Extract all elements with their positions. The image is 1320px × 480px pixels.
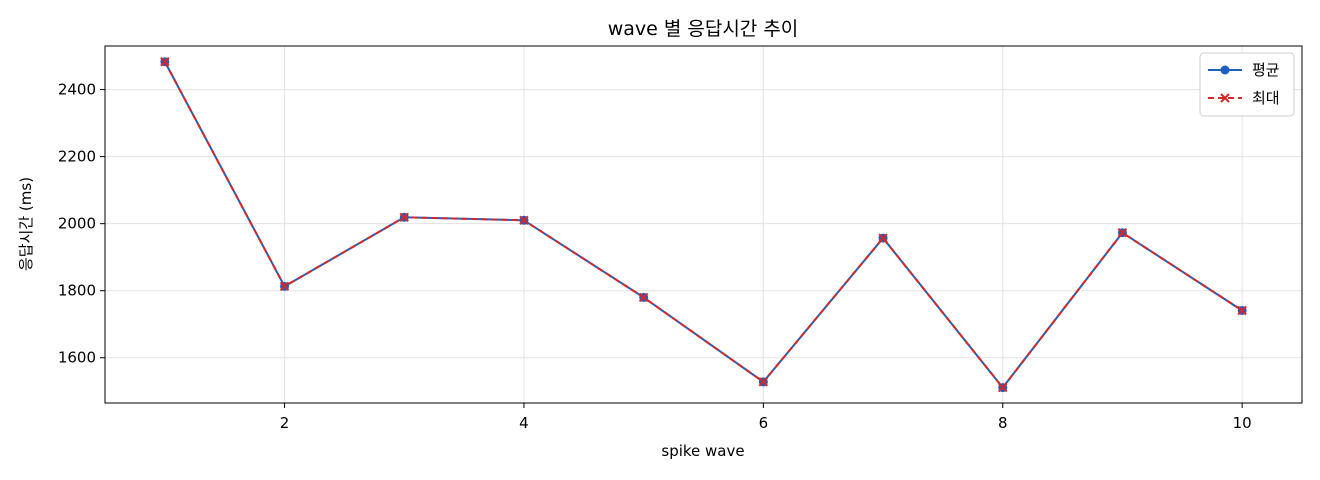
x-tick-label: 8 — [998, 414, 1008, 432]
y-axis: 1600 1800 2000 2200 2400 — [58, 81, 105, 367]
data-point — [1117, 228, 1128, 238]
legend-box — [1199, 52, 1295, 117]
data-point — [399, 212, 409, 223]
x-tick-label: 6 — [759, 414, 769, 432]
data-point — [998, 382, 1008, 393]
data-point — [279, 281, 290, 292]
data-point — [878, 233, 888, 243]
data-point — [1237, 305, 1247, 316]
x-tick-label: 10 — [1233, 414, 1252, 432]
series-line — [163, 61, 1243, 390]
legend-marker — [1220, 93, 1230, 103]
data-point — [160, 57, 170, 67]
x-tick-label: 2 — [280, 414, 290, 432]
grid-lines — [105, 46, 1302, 403]
legend-item: 평균 — [1208, 61, 1280, 79]
x-tick-label: 4 — [519, 414, 529, 432]
y-tick-label: 1600 — [58, 349, 96, 367]
legend-label: 평균 — [1252, 61, 1280, 79]
data-point — [519, 215, 529, 226]
y-tick-label: 2000 — [58, 215, 96, 233]
y-tick-label: 2200 — [58, 148, 96, 166]
series-2 — [160, 57, 1247, 393]
x-axis: 2 4 6 8 10 — [280, 403, 1252, 432]
series-1 — [160, 57, 1247, 393]
x-axis-label: spike wave — [661, 442, 744, 460]
data-point — [758, 377, 769, 387]
y-axis-label: 응답시간 (ms) — [17, 177, 35, 271]
chart-title: wave 별 응답시간 추이 — [608, 18, 799, 40]
plot-area — [104, 45, 1303, 404]
data-point — [638, 292, 649, 303]
series-layer — [160, 57, 1247, 393]
legend-marker — [1220, 65, 1230, 75]
series-line — [163, 61, 1243, 390]
y-tick-label: 1800 — [58, 282, 96, 300]
y-tick-label: 2400 — [58, 81, 96, 99]
legend-label: 최대 — [1252, 89, 1280, 107]
legend-item: 최대 — [1208, 89, 1280, 107]
